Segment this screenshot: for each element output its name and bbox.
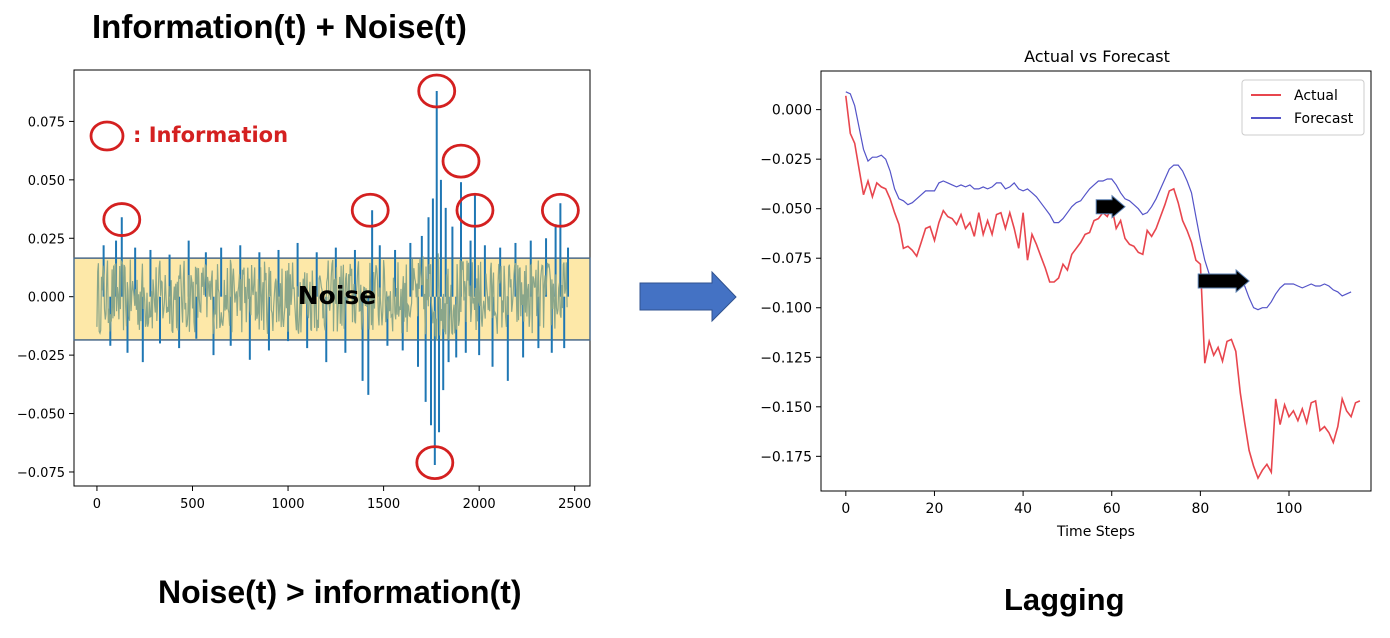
- left-panel-caption: Noise(t) > information(t): [158, 574, 522, 610]
- x-axis-label: Time Steps: [1056, 524, 1135, 540]
- y-tick-label: −0.050: [17, 408, 65, 423]
- noise-signal-ticks: 0 500 1000 1500 2000 2500 −0.075 −0.050 −0.025 0.…: [17, 115, 591, 512]
- y-tick-label: 0.000: [772, 103, 812, 119]
- y-tick-label: 0.025: [28, 232, 65, 247]
- actual-vs-forecast-ticks: 0 20 40 60 80 100 0.000 −0.025 −0.050 −0.075 −0.10…: [760, 103, 1302, 517]
- information-markers: [102, 73, 580, 481]
- y-tick-label: −0.050: [760, 202, 812, 218]
- lag-arrow: [1095, 194, 1126, 219]
- y-tick-label: 0.075: [28, 115, 65, 130]
- y-tick-label: −0.075: [760, 251, 812, 267]
- actual-vs-forecast-plot-frame: [820, 70, 1372, 492]
- noise-label: Noise: [298, 281, 377, 310]
- noise-signal-line: [96, 253, 568, 341]
- left-panel-title: Information(t) + Noise(t): [92, 8, 467, 45]
- x-tick-label: 60: [1103, 501, 1121, 517]
- chart-title: Actual vs Forecast: [1024, 47, 1170, 66]
- y-tick-label: 0.050: [28, 174, 65, 189]
- x-tick-label: 2000: [463, 497, 496, 512]
- information-circle: [415, 445, 455, 481]
- actual-vs-forecast-chart: Actual vs Forecast 0 20 40 60 80 100 0.000 −0.0…: [760, 47, 1372, 540]
- x-tick-label: 2500: [558, 497, 591, 512]
- information-circle: [102, 202, 142, 237]
- lag-arrow: [1197, 268, 1250, 294]
- information-circle: [540, 192, 580, 228]
- x-tick-label: 80: [1191, 501, 1209, 517]
- y-tick-label: −0.175: [760, 449, 812, 465]
- x-tick-label: 20: [926, 501, 944, 517]
- x-tick-label: 0: [93, 497, 101, 512]
- x-tick-label: 40: [1014, 501, 1032, 517]
- y-tick-label: −0.025: [17, 349, 65, 364]
- information-circle: [455, 192, 495, 228]
- x-tick-label: 1500: [367, 497, 400, 512]
- legend-forecast-label: Forecast: [1294, 111, 1354, 127]
- y-tick-label: 0.000: [28, 291, 65, 306]
- information-circle: [441, 143, 481, 179]
- information-legend-circle: [89, 120, 125, 152]
- y-tick-label: −0.125: [760, 350, 812, 366]
- actual-series-line: [845, 95, 1361, 481]
- information-circle: [350, 192, 390, 228]
- y-tick-label: −0.025: [760, 152, 812, 168]
- forecast-series-line: [845, 91, 1352, 311]
- lag-arrows: [1095, 194, 1250, 294]
- chart-legend: Actual Forecast: [1241, 79, 1365, 136]
- legend-box: [1241, 79, 1365, 136]
- x-tick-label: 1000: [271, 497, 304, 512]
- information-circle: [417, 73, 457, 109]
- x-tick-label: 0: [841, 501, 850, 517]
- information-legend-label: : Information: [133, 123, 288, 147]
- y-tick-label: −0.075: [17, 466, 65, 481]
- legend-actual-label: Actual: [1294, 88, 1338, 104]
- x-tick-label: 500: [180, 497, 205, 512]
- flow-arrow: [639, 270, 737, 323]
- noise-signal-chart: 0 500 1000 1500 2000 2500 −0.075 −0.050 −0.025 0.…: [17, 69, 591, 512]
- y-tick-label: −0.150: [760, 400, 812, 416]
- right-panel-caption: Lagging: [1004, 582, 1125, 617]
- y-tick-label: −0.100: [760, 301, 812, 317]
- x-tick-label: 100: [1276, 501, 1303, 517]
